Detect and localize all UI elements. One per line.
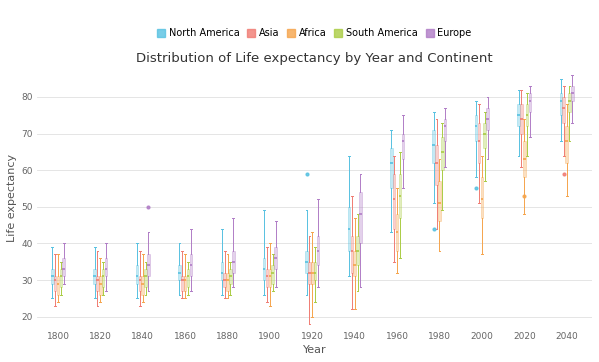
Bar: [432, 130, 435, 163]
Bar: [57, 277, 59, 295]
Bar: [438, 181, 441, 222]
X-axis label: Year: Year: [302, 345, 326, 355]
Bar: [396, 214, 398, 251]
Bar: [562, 97, 565, 122]
Bar: [54, 277, 56, 291]
Bar: [99, 277, 102, 295]
Bar: [480, 177, 483, 218]
Bar: [102, 269, 104, 287]
Bar: [350, 236, 353, 273]
Bar: [136, 265, 138, 284]
Bar: [51, 269, 53, 284]
Bar: [529, 93, 531, 111]
Bar: [518, 104, 520, 126]
Bar: [559, 93, 562, 115]
Bar: [229, 269, 232, 284]
Bar: [138, 277, 141, 291]
Bar: [359, 192, 362, 244]
Bar: [435, 144, 438, 185]
Bar: [565, 126, 568, 163]
Bar: [181, 277, 183, 291]
Bar: [311, 262, 313, 284]
Bar: [568, 93, 571, 111]
Bar: [317, 236, 319, 265]
Bar: [190, 254, 192, 277]
Bar: [93, 269, 96, 284]
Bar: [141, 277, 144, 295]
Bar: [478, 122, 480, 163]
Bar: [147, 254, 150, 277]
Bar: [223, 273, 226, 287]
Bar: [401, 134, 404, 159]
Bar: [274, 247, 277, 269]
Bar: [187, 269, 189, 287]
Bar: [266, 269, 268, 287]
Y-axis label: Life expectancy: Life expectancy: [7, 153, 17, 242]
Bar: [62, 258, 65, 277]
Bar: [263, 258, 265, 280]
Bar: [178, 265, 181, 280]
Bar: [390, 148, 392, 189]
Bar: [356, 236, 359, 265]
Bar: [483, 122, 486, 148]
Bar: [268, 269, 271, 287]
Bar: [271, 265, 274, 284]
Bar: [184, 277, 186, 291]
Bar: [475, 115, 477, 141]
Bar: [523, 141, 525, 177]
Bar: [308, 262, 311, 284]
Bar: [571, 86, 574, 101]
Bar: [305, 251, 308, 273]
Bar: [314, 262, 316, 280]
Bar: [444, 119, 446, 141]
Bar: [353, 251, 356, 277]
Bar: [105, 258, 107, 277]
Bar: [232, 251, 235, 273]
Bar: [144, 269, 147, 287]
Bar: [399, 174, 401, 218]
Bar: [347, 207, 350, 251]
Bar: [393, 174, 395, 229]
Bar: [226, 273, 229, 291]
Bar: [220, 262, 223, 280]
Title: Distribution of Life expectancy by Year and Continent: Distribution of Life expectancy by Year …: [136, 52, 493, 65]
Legend: North America, Asia, Africa, South America, Europe: North America, Asia, Africa, South Ameri…: [157, 28, 471, 38]
Bar: [520, 104, 523, 134]
Bar: [441, 137, 444, 170]
Bar: [526, 104, 528, 126]
Bar: [59, 269, 62, 287]
Bar: [486, 108, 489, 130]
Bar: [96, 277, 99, 291]
